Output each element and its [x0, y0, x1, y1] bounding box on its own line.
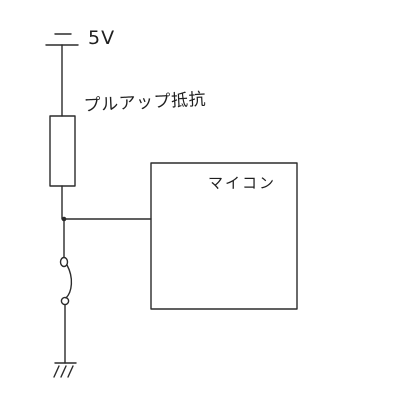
supply-symbol	[45, 33, 79, 46]
resistor-label: プルアップ抵抗	[83, 90, 206, 116]
pull-up-resistor	[49, 115, 76, 187]
ground-hatch-1	[53, 365, 60, 378]
supply-label: 5V	[88, 27, 115, 49]
ground-symbol	[53, 362, 77, 378]
microcontroller-label: マイコン	[208, 174, 276, 192]
ground-hatch-3	[67, 365, 74, 378]
microcontroller-box	[150, 162, 298, 310]
switch-lever	[65, 264, 73, 299]
push-switch	[59, 256, 73, 306]
ground-hatch-2	[60, 365, 67, 378]
switch-top-contact	[59, 256, 69, 268]
switch-bottom-contact	[60, 296, 70, 306]
